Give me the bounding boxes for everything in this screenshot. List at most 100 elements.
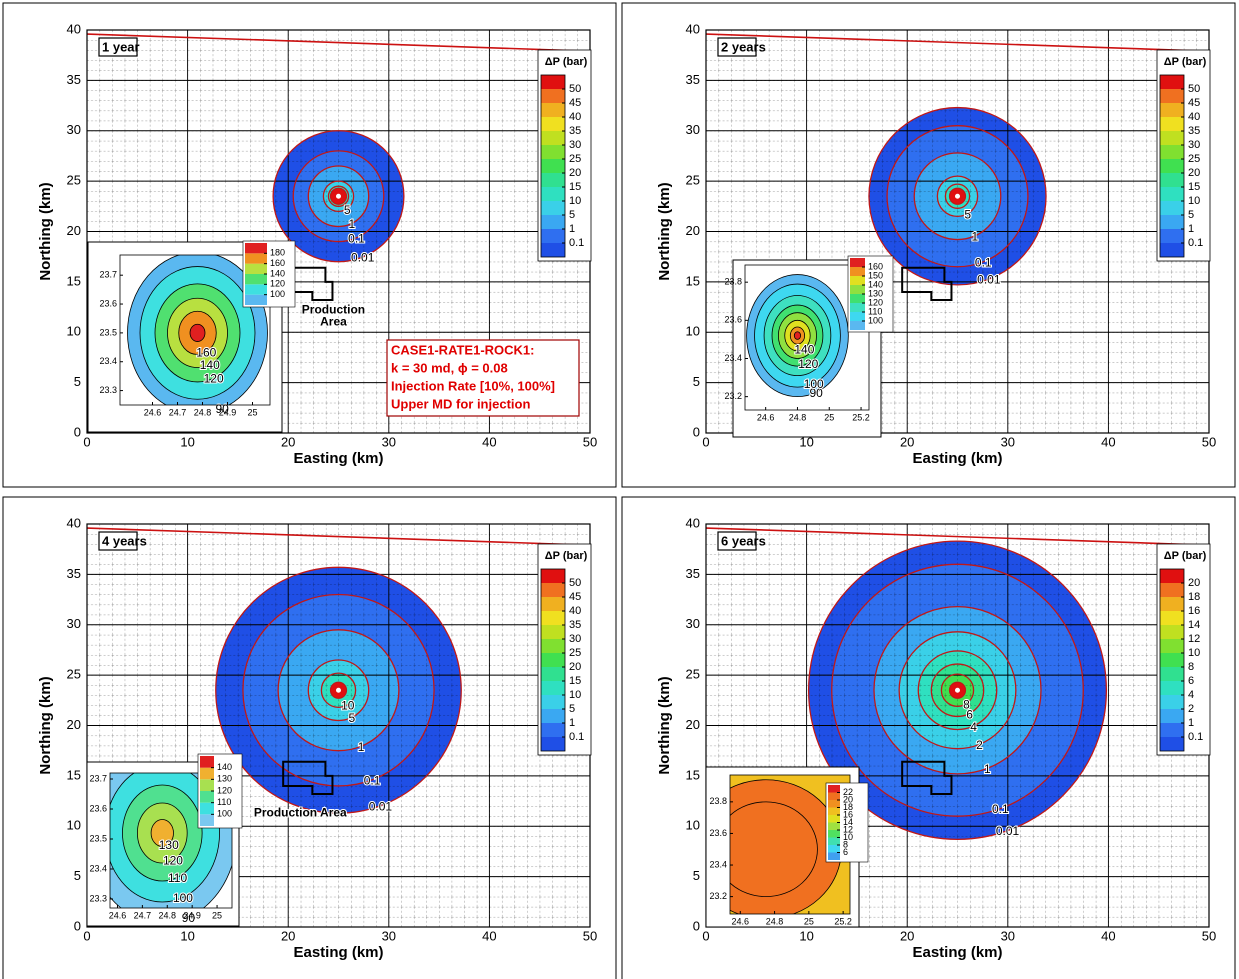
colorbar-tick-label: 50 xyxy=(569,83,581,95)
inset-x-tick-label: 24.6 xyxy=(144,407,162,417)
x-tick-label: 40 xyxy=(1101,928,1115,943)
colorbar-band xyxy=(541,597,565,611)
colorbar-band xyxy=(1160,131,1184,145)
colorbar-tick-label: 10 xyxy=(1188,647,1200,659)
colorbar-tick-label: 1 xyxy=(1188,223,1194,235)
inset-colorbar-band xyxy=(245,263,267,274)
inset-x-tick-label: 24.8 xyxy=(766,916,784,926)
inset-colorbar-tick-label: 120 xyxy=(270,279,285,289)
inset-contour-label: 120 xyxy=(798,357,818,371)
inset-colorbar-band xyxy=(850,294,865,303)
inset-x-tick-label: 24.7 xyxy=(169,407,187,417)
colorbar-band xyxy=(1160,201,1184,215)
colorbar-band xyxy=(541,695,565,709)
inset-colorbar-band xyxy=(850,276,865,285)
contour-label: 8 xyxy=(963,698,970,712)
colorbar-tick-label: 10 xyxy=(1188,195,1200,207)
inset-colorbar-tick-label: 150 xyxy=(868,270,883,280)
x-tick-label: 20 xyxy=(900,928,914,943)
contour-label: 5 xyxy=(344,203,351,217)
y-tick-label: 0 xyxy=(693,424,700,439)
inset-x-tick-label: 24.9 xyxy=(219,407,237,417)
inset-colorbar-tick-label: 140 xyxy=(270,268,285,278)
inset-colorbar-tick-label: 18 xyxy=(843,802,853,812)
x-tick-label: 0 xyxy=(702,434,709,449)
inset-colorbar-band xyxy=(850,267,865,276)
colorbar-tick-label: 1 xyxy=(1188,717,1194,729)
y-tick-label: 0 xyxy=(74,918,81,933)
colorbar-band xyxy=(541,653,565,667)
y-tick-label: 20 xyxy=(67,717,81,732)
inset-contour-label: 120 xyxy=(204,372,224,386)
contour-label: 0.1 xyxy=(348,232,365,246)
contour-line xyxy=(277,629,400,752)
x-tick-label: 30 xyxy=(1001,434,1015,449)
x-tick-label: 10 xyxy=(799,434,813,449)
boundary-line xyxy=(706,33,1209,52)
contour-label: 0.01 xyxy=(996,824,1020,838)
injection-core xyxy=(336,687,341,693)
production-area xyxy=(282,760,334,796)
colorbar-band xyxy=(541,89,565,103)
x-tick-label: 10 xyxy=(799,928,813,943)
inset-y-tick-label: 23.3 xyxy=(99,385,117,395)
contour-line xyxy=(242,593,435,787)
colorbar-band xyxy=(1160,117,1184,131)
colorbar-tick-label: 35 xyxy=(569,619,581,631)
colorbar-band xyxy=(1160,681,1184,695)
inset-plot xyxy=(127,255,268,405)
inset-colorbar-band xyxy=(828,837,840,845)
colorbar-band xyxy=(541,117,565,131)
y-tick-label: 40 xyxy=(686,515,700,530)
colorbar-tick-label: 0.1 xyxy=(569,731,584,743)
inset-colorbar-tick-label: 110 xyxy=(868,306,882,316)
x-tick-label: 30 xyxy=(1001,928,1015,943)
contour-label: 1 xyxy=(358,740,365,754)
colorbar-band xyxy=(541,569,565,583)
boundary-line xyxy=(87,527,590,546)
inset-y-tick-label: 23.2 xyxy=(709,891,727,901)
contour-line xyxy=(913,152,1002,241)
inset-x-tick-label: 24.7 xyxy=(134,910,152,920)
contour-line xyxy=(215,566,462,814)
y-tick-label: 25 xyxy=(67,173,81,188)
colorbar-tick-label: 15 xyxy=(569,675,581,687)
inset-colorbar-band xyxy=(828,785,840,793)
y-tick-label: 10 xyxy=(686,818,700,833)
inset-contour xyxy=(730,801,818,898)
colorbar-tick-label: 40 xyxy=(569,111,581,123)
inset-colorbar-tick-label: 180 xyxy=(270,248,285,258)
colorbar-band xyxy=(541,639,565,653)
colorbar-tick-label: 45 xyxy=(569,97,581,109)
inset-contour-label: 110 xyxy=(168,871,187,885)
production-label: Production Area xyxy=(254,805,347,819)
inset-colorbar-band xyxy=(200,756,214,768)
contour-line xyxy=(936,175,979,218)
inset-colorbar-band xyxy=(200,767,214,780)
contour-label: 10 xyxy=(341,699,355,713)
inset-colorbar-band xyxy=(850,321,865,330)
contour-label: 6 xyxy=(966,707,973,721)
colorbar-band xyxy=(1160,75,1184,89)
inset-x-tick-label: 24.8 xyxy=(194,407,212,417)
y-tick-label: 30 xyxy=(686,122,700,137)
y-tick-label: 5 xyxy=(693,868,700,883)
inset-colorbar-band xyxy=(850,312,865,321)
colorbar-outline xyxy=(1159,74,1185,258)
contour-line xyxy=(807,540,1108,840)
inset-colorbar-band xyxy=(828,807,840,815)
inset-y-tick-label: 23.4 xyxy=(724,353,742,363)
colorbar-outline xyxy=(540,74,566,258)
inset-colorbar-tick-label: 16 xyxy=(843,809,853,819)
inset-x-tick-label: 25 xyxy=(212,910,222,920)
inset-y-tick-label: 23.5 xyxy=(89,833,107,843)
y-tick-label: 20 xyxy=(67,223,81,238)
contour-line xyxy=(944,183,971,209)
inset-colorbar-tick-label: 8 xyxy=(843,839,848,849)
contour-line xyxy=(930,663,985,718)
contour-label: 0.1 xyxy=(975,255,992,269)
contour-label: 5 xyxy=(964,208,971,222)
inset-contour-label: 140 xyxy=(794,342,814,356)
inset-colorbar-tick-label: 140 xyxy=(217,762,232,772)
